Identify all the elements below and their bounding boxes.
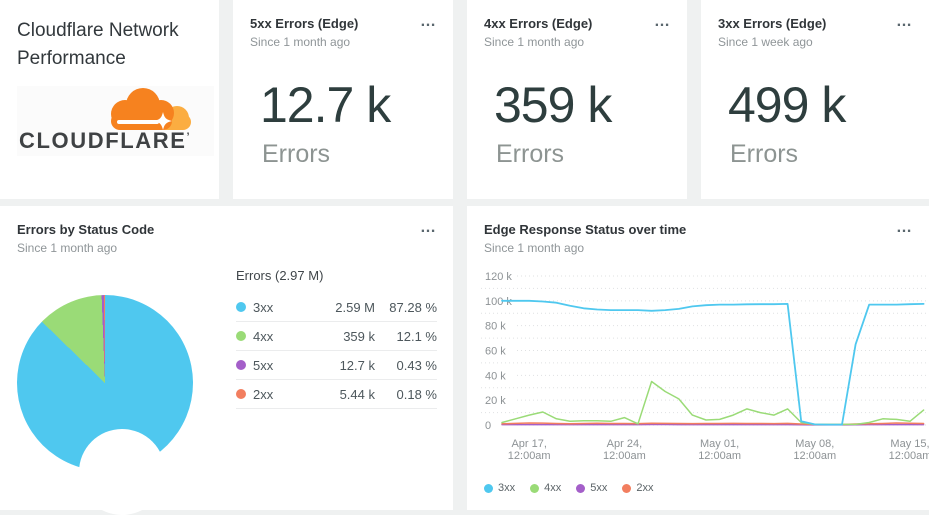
svg-text:12:00am: 12:00am: [698, 450, 741, 462]
series-percent: 12.1 %: [396, 328, 437, 344]
legend-item-3xx[interactable]: 3xx: [484, 482, 515, 494]
svg-text:12:00am: 12:00am: [508, 450, 551, 462]
pie-legend-row-3xx[interactable]: 3xx 2.59 M 87.28 %: [236, 293, 437, 322]
series-color-dot: [236, 389, 246, 399]
card-menu-button[interactable]: …: [420, 13, 437, 30]
card-menu-button[interactable]: …: [896, 219, 913, 236]
svg-text:12:00am: 12:00am: [793, 450, 836, 462]
billboard-value: 12.7 k: [260, 77, 391, 133]
svg-text:12:00am: 12:00am: [603, 450, 646, 462]
series-color-dot: [530, 483, 540, 493]
card-title: 4xx Errors (Edge): [484, 16, 593, 31]
pie-legend-header: Errors (2.97 M): [236, 268, 324, 283]
series-label: 5xx: [253, 357, 274, 373]
pie-chart-card: Errors by Status Code Since 1 month ago …: [0, 206, 453, 515]
pie-legend-row-2xx[interactable]: 2xx 5.44 k 0.18 %: [236, 380, 437, 409]
series-label: 3xx: [253, 299, 274, 315]
line-chart-legend: 3xx 4xx 5xx 2xx: [484, 482, 654, 494]
series-label: 2xx: [636, 482, 654, 494]
svg-text:60 k: 60 k: [485, 346, 506, 358]
series-value: 359 k: [343, 328, 375, 344]
svg-text:Apr 17,: Apr 17,: [511, 438, 546, 450]
svg-text:40 k: 40 k: [485, 370, 506, 382]
card-time-range: Since 1 month ago: [484, 241, 585, 255]
series-label: 4xx: [544, 482, 562, 494]
card-time-range: Since 1 month ago: [484, 35, 585, 49]
series-percent: 87.28 %: [389, 299, 437, 315]
billboard-unit-label: Errors: [730, 140, 799, 168]
card-time-range: Since 1 month ago: [17, 241, 118, 255]
svg-text:May 08,: May 08,: [795, 438, 834, 450]
billboard-value: 359 k: [494, 77, 612, 133]
series-color-dot: [576, 483, 586, 493]
svg-text:80 k: 80 k: [485, 321, 506, 333]
series-label: 5xx: [590, 482, 608, 494]
series-percent: 0.18 %: [396, 386, 437, 402]
cloudflare-wordmark: CLOUDFLARE’: [19, 128, 191, 153]
card-title: Errors by Status Code: [17, 222, 155, 237]
billboard-value: 499 k: [728, 77, 846, 133]
card-time-range: Since 1 week ago: [718, 35, 813, 49]
card-title: 5xx Errors (Edge): [250, 16, 359, 31]
series-value: 2.59 M: [335, 299, 375, 315]
billboard-unit-label: Errors: [496, 140, 565, 168]
series-color-dot: [236, 302, 246, 312]
pie-legend-row-4xx[interactable]: 4xx 359 k 12.1 %: [236, 322, 437, 351]
pie-legend-row-5xx[interactable]: 5xx 12.7 k 0.43 %: [236, 351, 437, 380]
svg-text:Apr 24,: Apr 24,: [607, 438, 642, 450]
cloudflare-logo-icon: CLOUDFLARE’: [19, 88, 191, 153]
card-menu-button[interactable]: …: [420, 219, 437, 236]
line-chart-card: Edge Response Status over time Since 1 m…: [467, 206, 929, 510]
series-color-dot: [236, 331, 246, 341]
card-time-range: Since 1 month ago: [250, 35, 351, 49]
card-menu-button[interactable]: …: [654, 13, 671, 30]
series-label: 4xx: [253, 328, 274, 344]
billboard-card-3xx: 3xx Errors (Edge) Since 1 week ago … 499…: [701, 0, 929, 199]
cloudflare-logo: CLOUDFLARE’: [17, 86, 214, 156]
series-color-dot: [622, 483, 632, 493]
series-label: 2xx: [253, 386, 274, 402]
donut-hole: [79, 429, 165, 515]
legend-item-4xx[interactable]: 4xx: [530, 482, 561, 494]
legend-item-5xx[interactable]: 5xx: [576, 482, 607, 494]
billboard-unit-label: Errors: [262, 140, 331, 168]
card-header: 5xx Errors (Edge) Since 1 month ago: [250, 16, 413, 49]
card-header: 3xx Errors (Edge) Since 1 week ago: [718, 16, 889, 49]
series-percent: 0.43 %: [396, 357, 437, 373]
billboard-card-4xx: 4xx Errors (Edge) Since 1 month ago … 35…: [467, 0, 687, 199]
card-header: Errors by Status Code Since 1 month ago: [17, 222, 413, 255]
svg-text:May 15,: May 15,: [890, 438, 929, 450]
billboard-card-5xx: 5xx Errors (Edge) Since 1 month ago … 12…: [233, 0, 453, 199]
dashboard-title-card: Cloudflare Network Performance CLOUDFLAR…: [0, 0, 219, 199]
series-label: 3xx: [498, 482, 516, 494]
cloud-icon: [111, 88, 191, 130]
card-title: 3xx Errors (Edge): [718, 16, 827, 31]
card-header: Edge Response Status over time Since 1 m…: [484, 222, 889, 255]
series-value: 12.7 k: [339, 357, 375, 373]
card-header: 4xx Errors (Edge) Since 1 month ago: [484, 16, 647, 49]
dashboard-title: Cloudflare Network Performance: [17, 20, 179, 69]
card-title: Edge Response Status over time: [484, 222, 687, 237]
svg-text:100 k: 100 k: [485, 296, 512, 308]
legend-item-2xx[interactable]: 2xx: [622, 482, 654, 494]
svg-text:12:00am: 12:00am: [889, 450, 929, 462]
svg-text:0: 0: [485, 420, 491, 432]
series-value: 5.44 k: [339, 386, 375, 402]
svg-text:20 k: 20 k: [485, 395, 506, 407]
svg-text:120 k: 120 k: [485, 271, 512, 283]
series-color-dot: [236, 360, 246, 370]
card-menu-button[interactable]: …: [896, 13, 913, 30]
pie-legend-table: Errors (2.97 M) 3xx 2.59 M 87.28 % 4xx 3…: [236, 268, 437, 409]
donut-chart[interactable]: [17, 295, 193, 515]
series-color-dot: [484, 483, 493, 493]
svg-text:May 01,: May 01,: [700, 438, 739, 450]
